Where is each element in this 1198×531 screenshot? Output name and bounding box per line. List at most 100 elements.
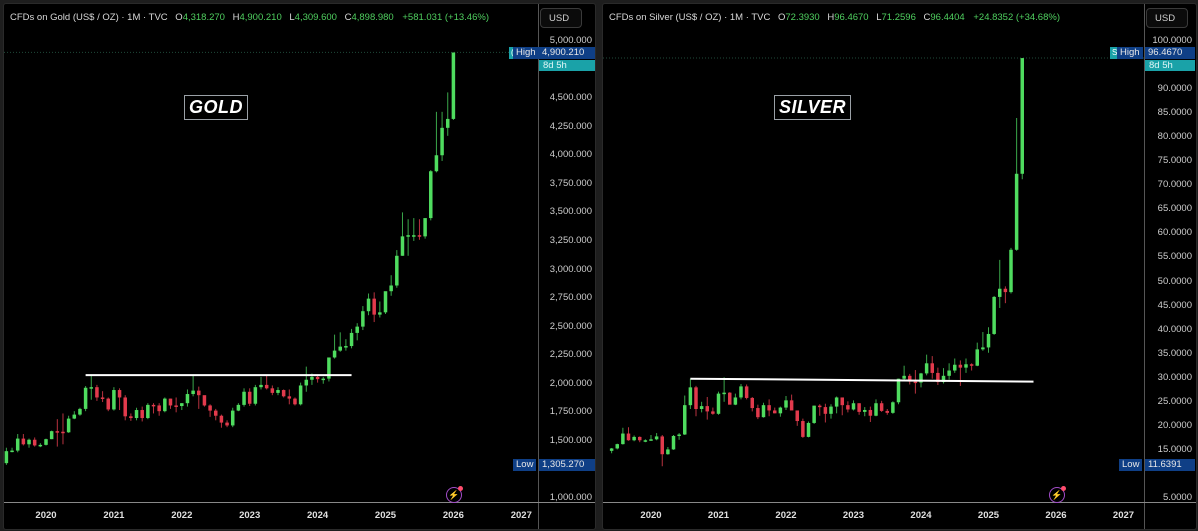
gold-chart-panel: CFDs on Gold (US$ / OZ) · 1M · TVC O4,31… bbox=[3, 3, 596, 530]
candle bbox=[683, 395, 687, 435]
candle bbox=[412, 218, 416, 241]
candle bbox=[378, 301, 382, 318]
silver-close-label: C bbox=[923, 12, 931, 23]
candle bbox=[998, 259, 1002, 308]
candle bbox=[699, 401, 704, 413]
candle bbox=[417, 219, 422, 240]
candle bbox=[400, 212, 405, 256]
candle bbox=[615, 443, 619, 450]
gold-high-tag-prefix: ( bbox=[509, 47, 516, 59]
price-tick-label: 1,000.000 bbox=[549, 492, 592, 503]
candle bbox=[168, 398, 173, 409]
silver-time-axis-border bbox=[603, 502, 1196, 503]
price-tick-label: 65.0000 bbox=[1157, 203, 1192, 215]
candle bbox=[27, 438, 31, 448]
candle bbox=[981, 332, 985, 351]
candle bbox=[823, 403, 828, 423]
candle bbox=[891, 401, 895, 414]
gold-time-axis-border bbox=[4, 502, 595, 503]
time-tick-label: 2022 bbox=[171, 510, 193, 521]
candle bbox=[930, 356, 934, 379]
candle bbox=[874, 399, 878, 417]
candle bbox=[174, 397, 178, 413]
candle bbox=[146, 403, 150, 420]
candle bbox=[896, 378, 901, 405]
lightning-icon[interactable]: ⚡ bbox=[446, 486, 463, 503]
candle bbox=[361, 306, 365, 331]
candle bbox=[230, 407, 235, 428]
candle bbox=[208, 404, 212, 417]
candle bbox=[293, 397, 297, 406]
candle bbox=[784, 396, 788, 410]
silver-high-price-tag: 96.4670 bbox=[1145, 47, 1195, 59]
candle bbox=[778, 406, 783, 417]
candle bbox=[123, 395, 127, 421]
silver-currency-button[interactable]: USD bbox=[1146, 8, 1188, 28]
price-tick-label: 2,250.000 bbox=[549, 349, 592, 361]
price-tick-label: 2,500.000 bbox=[549, 320, 592, 332]
silver-low-label: L bbox=[876, 12, 882, 23]
candle bbox=[733, 393, 738, 406]
time-tick-label: 2023 bbox=[239, 510, 261, 521]
price-tick-label: 55.0000 bbox=[1157, 251, 1192, 263]
price-tick-label: 35.0000 bbox=[1157, 347, 1192, 359]
candle bbox=[851, 400, 856, 411]
candle bbox=[355, 323, 359, 341]
candle bbox=[812, 405, 816, 424]
candle bbox=[10, 447, 14, 453]
gold-currency-button[interactable]: USD bbox=[540, 8, 582, 28]
candle bbox=[202, 395, 207, 407]
price-tick-label: 3,250.000 bbox=[549, 234, 592, 246]
candle bbox=[722, 377, 726, 402]
silver-candlestick-plot[interactable] bbox=[603, 4, 1196, 529]
candle bbox=[389, 275, 393, 296]
candle bbox=[72, 411, 77, 420]
candle bbox=[434, 111, 439, 173]
lightning-icon[interactable]: ⚡ bbox=[1049, 486, 1066, 503]
candle bbox=[773, 407, 777, 414]
candle bbox=[908, 373, 912, 385]
candle bbox=[236, 403, 241, 412]
candle bbox=[621, 427, 625, 445]
candle bbox=[660, 434, 664, 467]
time-tick-label: 2020 bbox=[640, 510, 662, 521]
candle bbox=[924, 354, 929, 376]
candle bbox=[259, 376, 263, 390]
candle bbox=[95, 384, 99, 401]
time-tick-label: 2025 bbox=[977, 510, 1000, 521]
price-tick-label: 30.0000 bbox=[1157, 371, 1192, 383]
time-tick-label: 2021 bbox=[707, 510, 730, 521]
candle bbox=[975, 342, 979, 367]
silver-chart-panel: CFDs on Silver (US$ / OZ) · 1M · TVC O72… bbox=[602, 3, 1197, 530]
candle bbox=[953, 358, 957, 373]
candle bbox=[321, 376, 326, 384]
gold-title-annotation: GOLD bbox=[184, 95, 248, 120]
candle bbox=[609, 447, 614, 454]
gold-low-price-tag: 1,305.270 bbox=[539, 459, 595, 471]
price-tick-label: 15.0000 bbox=[1157, 443, 1192, 455]
price-tick-label: 20.0000 bbox=[1157, 419, 1192, 431]
candle bbox=[225, 420, 229, 428]
candle bbox=[4, 447, 9, 465]
candle bbox=[440, 111, 444, 161]
price-tick-label: 45.0000 bbox=[1157, 299, 1192, 311]
gold-low-tag-label: Low bbox=[513, 459, 537, 471]
price-tick-label: 4,250.000 bbox=[549, 120, 592, 132]
gold-high-tag-label: High bbox=[513, 47, 539, 59]
silver-low-tag-label: Low bbox=[1119, 459, 1143, 471]
silver-countdown-tag: 8d 5h bbox=[1145, 60, 1195, 71]
gold-symbol: CFDs on Gold (US$ / OZ) · 1M · TVC bbox=[10, 12, 168, 23]
candle bbox=[1020, 57, 1024, 180]
gold-candlestick-plot[interactable] bbox=[4, 4, 595, 529]
gold-low: 4,309.600 bbox=[294, 12, 337, 23]
time-tick-label: 2026 bbox=[442, 510, 464, 521]
resistance-trendline[interactable] bbox=[690, 377, 1034, 383]
candle bbox=[879, 400, 884, 412]
price-tick-label: 1,750.000 bbox=[549, 406, 592, 418]
candle bbox=[806, 421, 811, 438]
candle bbox=[868, 406, 873, 422]
candle bbox=[947, 363, 951, 380]
candle bbox=[38, 443, 43, 448]
candle bbox=[834, 396, 839, 414]
candle bbox=[818, 404, 822, 416]
